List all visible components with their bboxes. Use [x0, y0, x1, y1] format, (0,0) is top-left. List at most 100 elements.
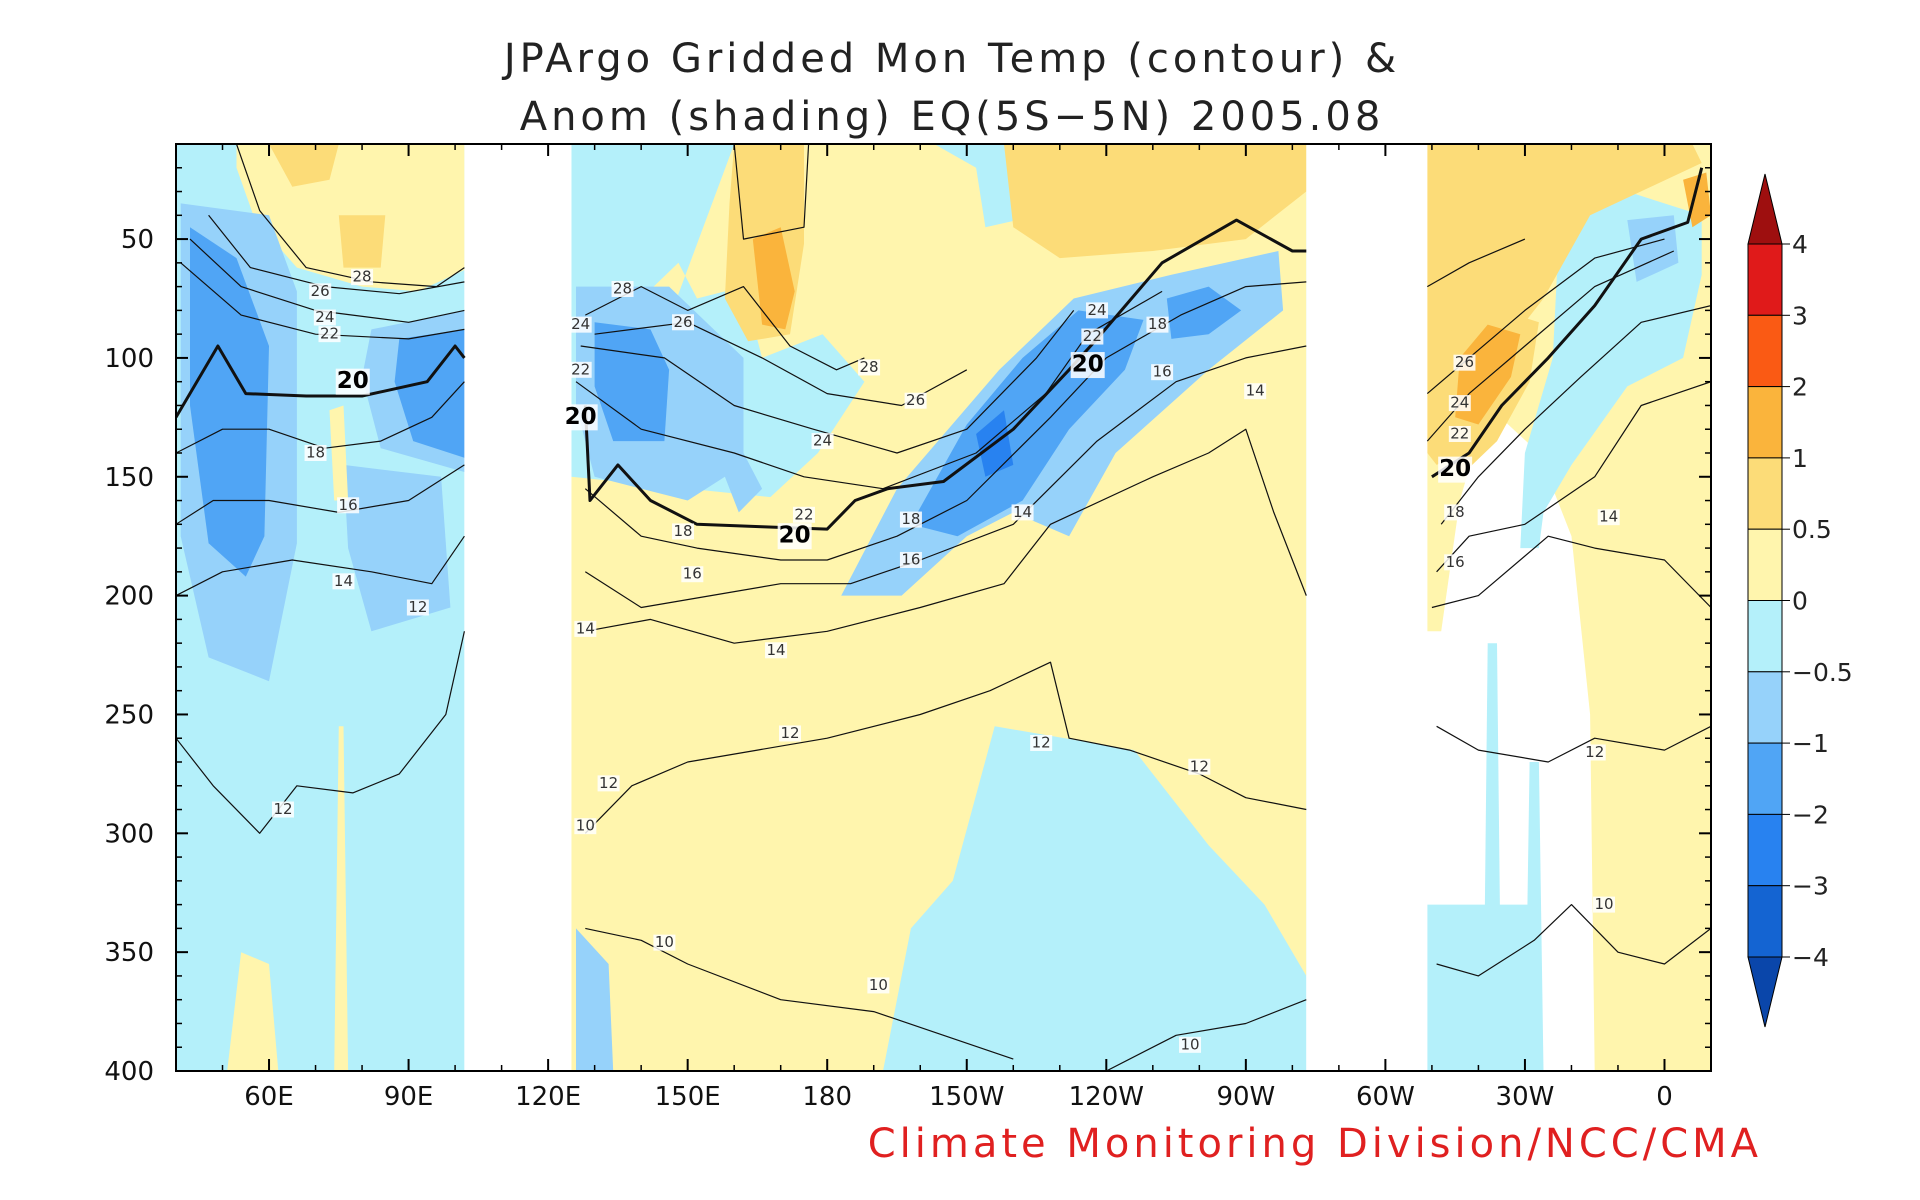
contour-line-14 — [585, 428, 1307, 644]
x-tick-label: 0 — [1656, 1082, 1673, 1112]
contour-label: 20 — [337, 368, 369, 394]
contour-label-bg — [335, 368, 370, 395]
colorbar-top-arrow — [1747, 173, 1783, 245]
contour-label: 14 — [1246, 382, 1265, 400]
contour-label: 20 — [779, 523, 811, 549]
contour-label: 26 — [673, 313, 692, 331]
colorbar-label: −2 — [1792, 800, 1829, 829]
contour-label-bg — [653, 934, 676, 951]
contour-label-bg — [1179, 1036, 1202, 1053]
contour-label-bg — [681, 566, 704, 583]
contour-label-bg — [569, 361, 592, 378]
y-tick-label: 50 — [121, 225, 154, 255]
contour-label-bg — [1081, 328, 1104, 345]
contour-line-20 — [1431, 167, 1704, 479]
shading-region — [724, 453, 763, 513]
shading-region — [338, 215, 386, 268]
shading-region — [227, 952, 279, 1071]
contour-label: 28 — [860, 358, 879, 376]
shading-region — [1004, 144, 1307, 259]
contour-label: 26 — [1455, 353, 1474, 371]
contour-label-bg — [351, 269, 374, 286]
contour-label-bg — [1070, 352, 1105, 379]
contour-line-10 — [1436, 904, 1711, 977]
contour-label: 18 — [901, 510, 920, 528]
contour-label: 14 — [576, 619, 595, 637]
contour-line-28 — [585, 286, 865, 371]
missing-data-gap — [1306, 144, 1428, 1071]
x-tick-label: 150W — [929, 1082, 1004, 1112]
contour-label-bg — [777, 523, 812, 550]
contour-line-12 — [1436, 725, 1711, 763]
colorbar-segment — [1747, 885, 1783, 958]
contour-label-bg — [271, 801, 294, 818]
x-axis: 60E 90E 120E 150E 180 150W 120W 90W 60W 30W 0 — [221, 144, 1673, 1112]
contour-label: 20 — [1439, 456, 1471, 482]
colorbar-segment — [1747, 457, 1783, 530]
colorbar-segment — [1747, 813, 1783, 887]
shading-region — [1520, 191, 1702, 549]
x-tick-label: 180 — [802, 1082, 852, 1112]
shading-region — [1427, 144, 1702, 465]
colorbar-label: 1 — [1792, 444, 1808, 473]
contour-label: 24 — [813, 432, 832, 450]
contour-label: 24 — [1450, 394, 1469, 412]
contour-line-26 — [1427, 238, 1526, 288]
shading-region — [329, 405, 349, 501]
contour-label-bg — [574, 620, 597, 637]
colorbar-label: 4 — [1792, 230, 1808, 259]
contour-label-bg — [1593, 896, 1616, 913]
contour-label: 22 — [1083, 327, 1102, 345]
contour-label: 10 — [1594, 895, 1613, 913]
contour-line-24 — [580, 310, 1075, 454]
x-tick-label: 90W — [1216, 1082, 1275, 1112]
colorbar-label: 2 — [1792, 373, 1808, 402]
contour-label: 16 — [683, 565, 702, 583]
anomaly-shading — [176, 144, 1711, 1071]
contour-label: 28 — [613, 279, 632, 297]
contour-line-18 — [1440, 305, 1711, 525]
contour-label: 12 — [1190, 757, 1209, 775]
colorbar-bottom-arrow — [1747, 956, 1783, 1028]
contour-label: 10 — [869, 976, 888, 994]
shading-region — [576, 928, 614, 1071]
contour-label-bg — [563, 404, 598, 431]
colorbar-segment — [1747, 671, 1783, 744]
contour-label: 14 — [766, 641, 785, 659]
contour-label: 16 — [1446, 553, 1465, 571]
contour-line-14 — [176, 535, 465, 597]
shading-region — [394, 329, 465, 458]
shading-region — [594, 322, 670, 442]
contour-line-16 — [176, 464, 465, 525]
contour-label-bg — [899, 511, 922, 528]
contour-label-bg — [1444, 554, 1467, 571]
y-axis: 50 100 150 200 250 300 350 400 — [104, 167, 1711, 1087]
colorbar-segment — [1747, 243, 1783, 316]
contour-label-bg — [904, 392, 927, 409]
x-tick-label: 90E — [384, 1082, 434, 1112]
colorbar-segment — [1747, 386, 1783, 459]
x-tick-label: 30W — [1496, 1082, 1555, 1112]
shading-region — [1627, 215, 1679, 282]
contour-label-bg — [1583, 744, 1606, 761]
contour-label: 20 — [1072, 352, 1104, 378]
contour-line-10 — [585, 927, 1014, 1060]
shading-region — [1455, 324, 1521, 425]
contour-label-bg — [574, 818, 597, 835]
x-tick-label: 60W — [1356, 1082, 1415, 1112]
contour-label: 12 — [1585, 743, 1604, 761]
contour-label-bg — [337, 497, 360, 514]
contour-label-bg — [899, 551, 922, 568]
contour-label: 24 — [571, 315, 590, 333]
x-tick-label: 120E — [515, 1082, 581, 1112]
x-tick-label: 120W — [1069, 1082, 1144, 1112]
colorbar-segment — [1747, 528, 1783, 602]
contour-label: 10 — [655, 933, 674, 951]
contour-label: 14 — [334, 572, 353, 590]
contour-label: 16 — [901, 550, 920, 568]
contour-label-bg — [1086, 302, 1108, 319]
colorbar-label: 3 — [1792, 301, 1808, 330]
contour-label-bg — [597, 775, 620, 792]
contour-label-bg — [332, 573, 355, 590]
